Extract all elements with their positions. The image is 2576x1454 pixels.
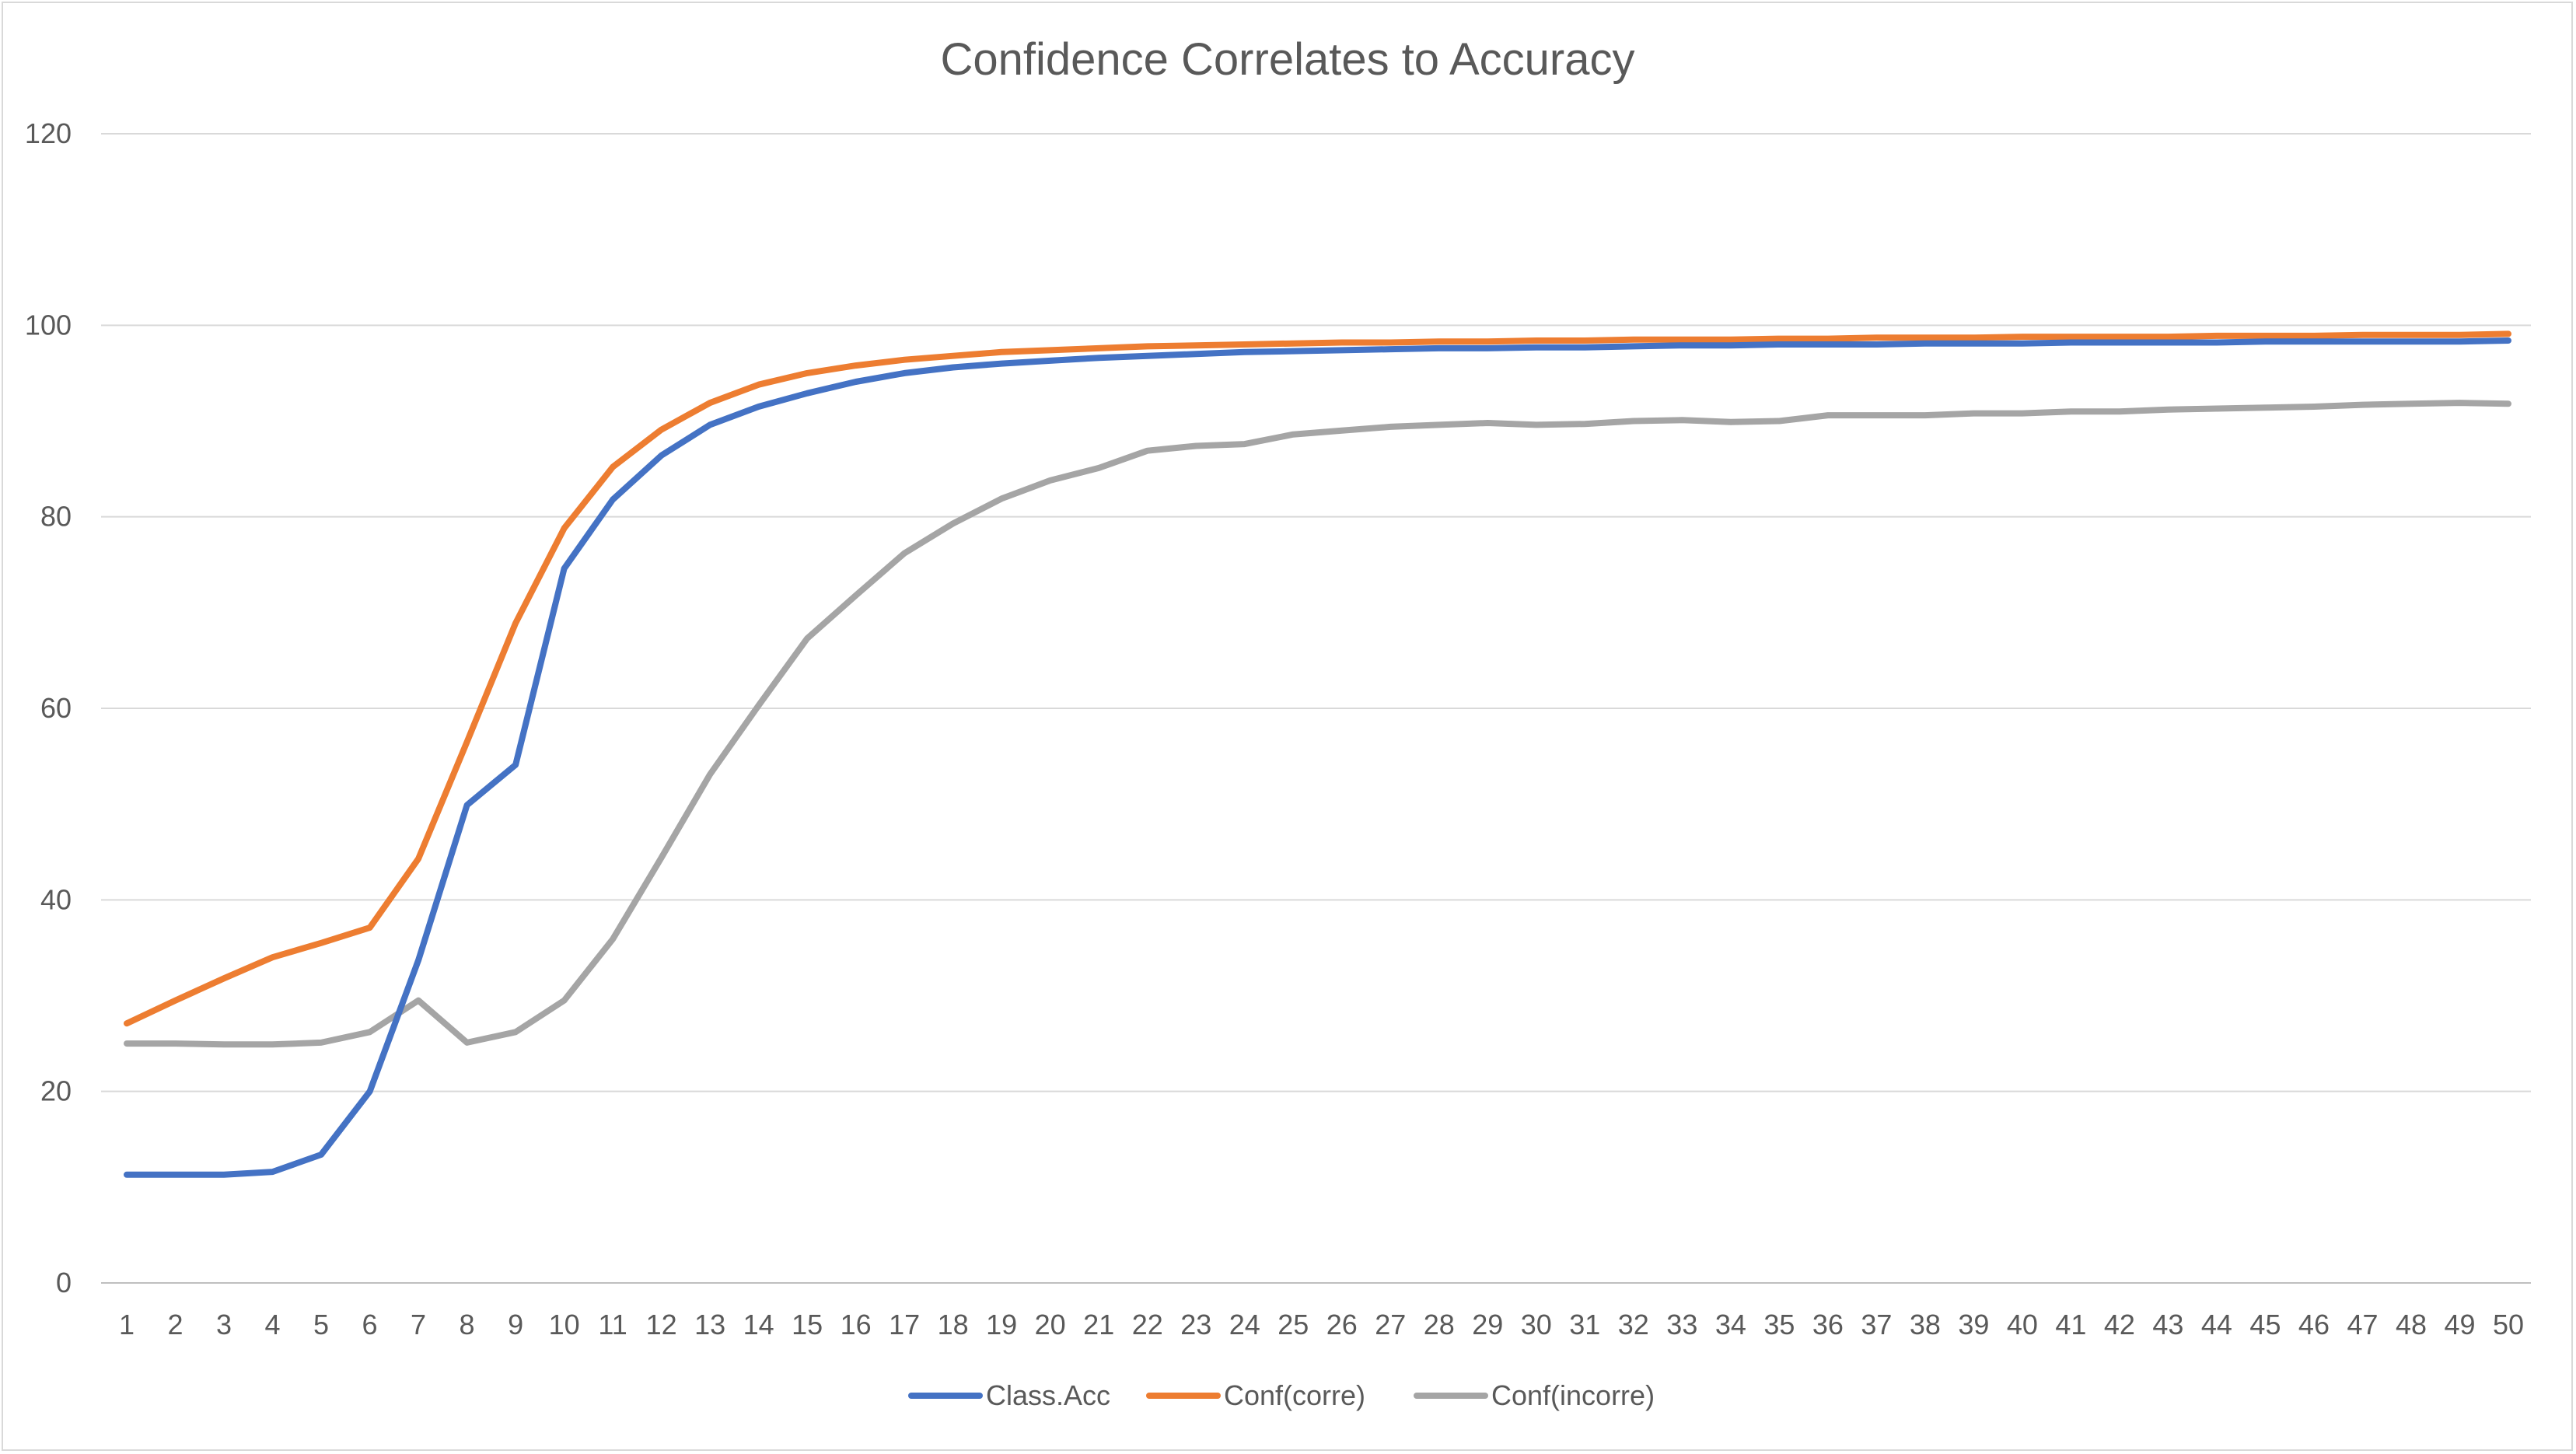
y-tick-label: 0 (56, 1267, 72, 1298)
x-tick-label: 18 (938, 1309, 969, 1340)
x-tick-label: 3 (216, 1309, 232, 1340)
x-tick-label: 35 (1763, 1309, 1795, 1340)
x-tick-label: 13 (694, 1309, 725, 1340)
legend-item: Conf(corre) (1146, 1379, 1365, 1411)
x-tick-label: 27 (1375, 1309, 1406, 1340)
x-tick-label: 11 (598, 1309, 627, 1340)
y-axis-ticks: 0 20 40 60 80 100 120 (25, 117, 72, 1298)
legend: Class.Acc Conf(corre) Conf(incorre) (908, 1379, 1655, 1411)
x-tick-label: 21 (1083, 1309, 1114, 1340)
x-tick-label: 20 (1035, 1309, 1066, 1340)
x-tick-label: 4 (265, 1309, 281, 1340)
x-tick-label: 49 (2444, 1309, 2475, 1340)
x-tick-label: 39 (1958, 1309, 1989, 1340)
x-tick-label: 12 (646, 1309, 677, 1340)
y-tick-label: 20 (40, 1075, 72, 1107)
series-line-conf-incorre (124, 400, 2511, 1048)
x-tick-label: 41 (2055, 1309, 2086, 1340)
x-tick-label: 42 (2104, 1309, 2135, 1340)
y-tick-label: 60 (40, 692, 72, 724)
series-line-class-acc (124, 337, 2511, 1178)
x-tick-label: 19 (986, 1309, 1017, 1340)
x-tick-label: 50 (2493, 1309, 2524, 1340)
x-tick-label: 40 (2007, 1309, 2038, 1340)
x-tick-label: 8 (460, 1309, 475, 1340)
x-tick-label: 45 (2249, 1309, 2281, 1340)
x-tick-label: 30 (1521, 1309, 1552, 1340)
x-tick-label: 34 (1715, 1309, 1746, 1340)
x-tick-label: 38 (1910, 1309, 1941, 1340)
x-tick-label: 16 (841, 1309, 872, 1340)
x-tick-label: 26 (1326, 1309, 1358, 1340)
x-tick-label: 46 (2298, 1309, 2330, 1340)
x-tick-label: 33 (1666, 1309, 1697, 1340)
x-tick-label: 43 (2152, 1309, 2183, 1340)
x-tick-label: 22 (1132, 1309, 1163, 1340)
series-lines (124, 330, 2511, 1178)
x-tick-label: 37 (1861, 1309, 1892, 1340)
x-tick-label: 31 (1569, 1309, 1600, 1340)
x-tick-label: 23 (1180, 1309, 1211, 1340)
y-tick-label: 40 (40, 883, 72, 915)
x-tick-label: 7 (411, 1309, 426, 1340)
legend-label: Conf(corre) (1224, 1379, 1365, 1411)
x-tick-label: 36 (1812, 1309, 1844, 1340)
x-tick-label: 9 (508, 1309, 523, 1340)
x-tick-label: 28 (1424, 1309, 1455, 1340)
x-tick-label: 24 (1229, 1309, 1260, 1340)
x-tick-label: 6 (362, 1309, 378, 1340)
x-tick-label: 48 (2396, 1309, 2427, 1340)
legend-label: Conf(incorre) (1491, 1379, 1655, 1411)
series-line-conf-corre (124, 330, 2511, 1027)
chart-title: Confidence Correlates to Accuracy (941, 34, 1635, 85)
x-tick-label: 14 (743, 1309, 774, 1340)
x-tick-label: 15 (792, 1309, 823, 1340)
x-axis-ticks: 1 2 3 4 5 6 7 8 9 10 11 12 13 14 15 16 17 18 19 20 21 22 23 24 2… (119, 1309, 2524, 1340)
x-tick-label: 1 (119, 1309, 135, 1340)
y-tick-label: 100 (25, 309, 72, 341)
legend-item: Class.Acc (908, 1379, 1110, 1411)
x-tick-label: 44 (2201, 1309, 2232, 1340)
x-tick-label: 32 (1618, 1309, 1649, 1340)
x-tick-label: 29 (1472, 1309, 1503, 1340)
x-tick-label: 10 (549, 1309, 580, 1340)
x-tick-label: 25 (1278, 1309, 1309, 1340)
legend-item: Conf(incorre) (1414, 1379, 1655, 1411)
legend-label: Class.Acc (986, 1379, 1110, 1411)
y-tick-label: 120 (25, 117, 72, 149)
y-tick-label: 80 (40, 501, 72, 533)
x-tick-label: 2 (167, 1309, 183, 1340)
gridlines (101, 133, 2531, 1284)
x-tick-label: 5 (313, 1309, 329, 1340)
x-tick-label: 17 (889, 1309, 920, 1340)
x-tick-label: 47 (2347, 1309, 2378, 1340)
